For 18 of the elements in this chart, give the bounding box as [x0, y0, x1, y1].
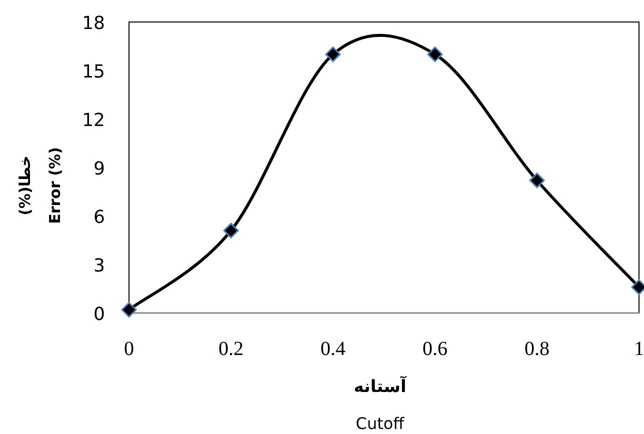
- x-tick-label: 0: [124, 338, 134, 360]
- y-tick-label: 0: [94, 304, 105, 325]
- point: [223, 222, 239, 238]
- y-tick-label: 9: [94, 158, 105, 180]
- point: [427, 46, 443, 62]
- y-tick-label: 15: [82, 62, 105, 82]
- x-tick-label: 0.8: [524, 338, 550, 360]
- x-tick-label: 0.4: [320, 338, 346, 360]
- point: [529, 172, 545, 188]
- point: [121, 302, 137, 318]
- y-tick-label: 3: [94, 256, 105, 276]
- point: [325, 46, 341, 62]
- x-tick-label: 0.6: [422, 338, 448, 360]
- x-tick-label: 0.2: [218, 338, 244, 360]
- y-tick-label: 18: [82, 13, 105, 34]
- y-tick-label: 12: [82, 110, 105, 131]
- y-tick-label: 6: [94, 207, 105, 228]
- x-tick-label: 1: [634, 338, 644, 360]
